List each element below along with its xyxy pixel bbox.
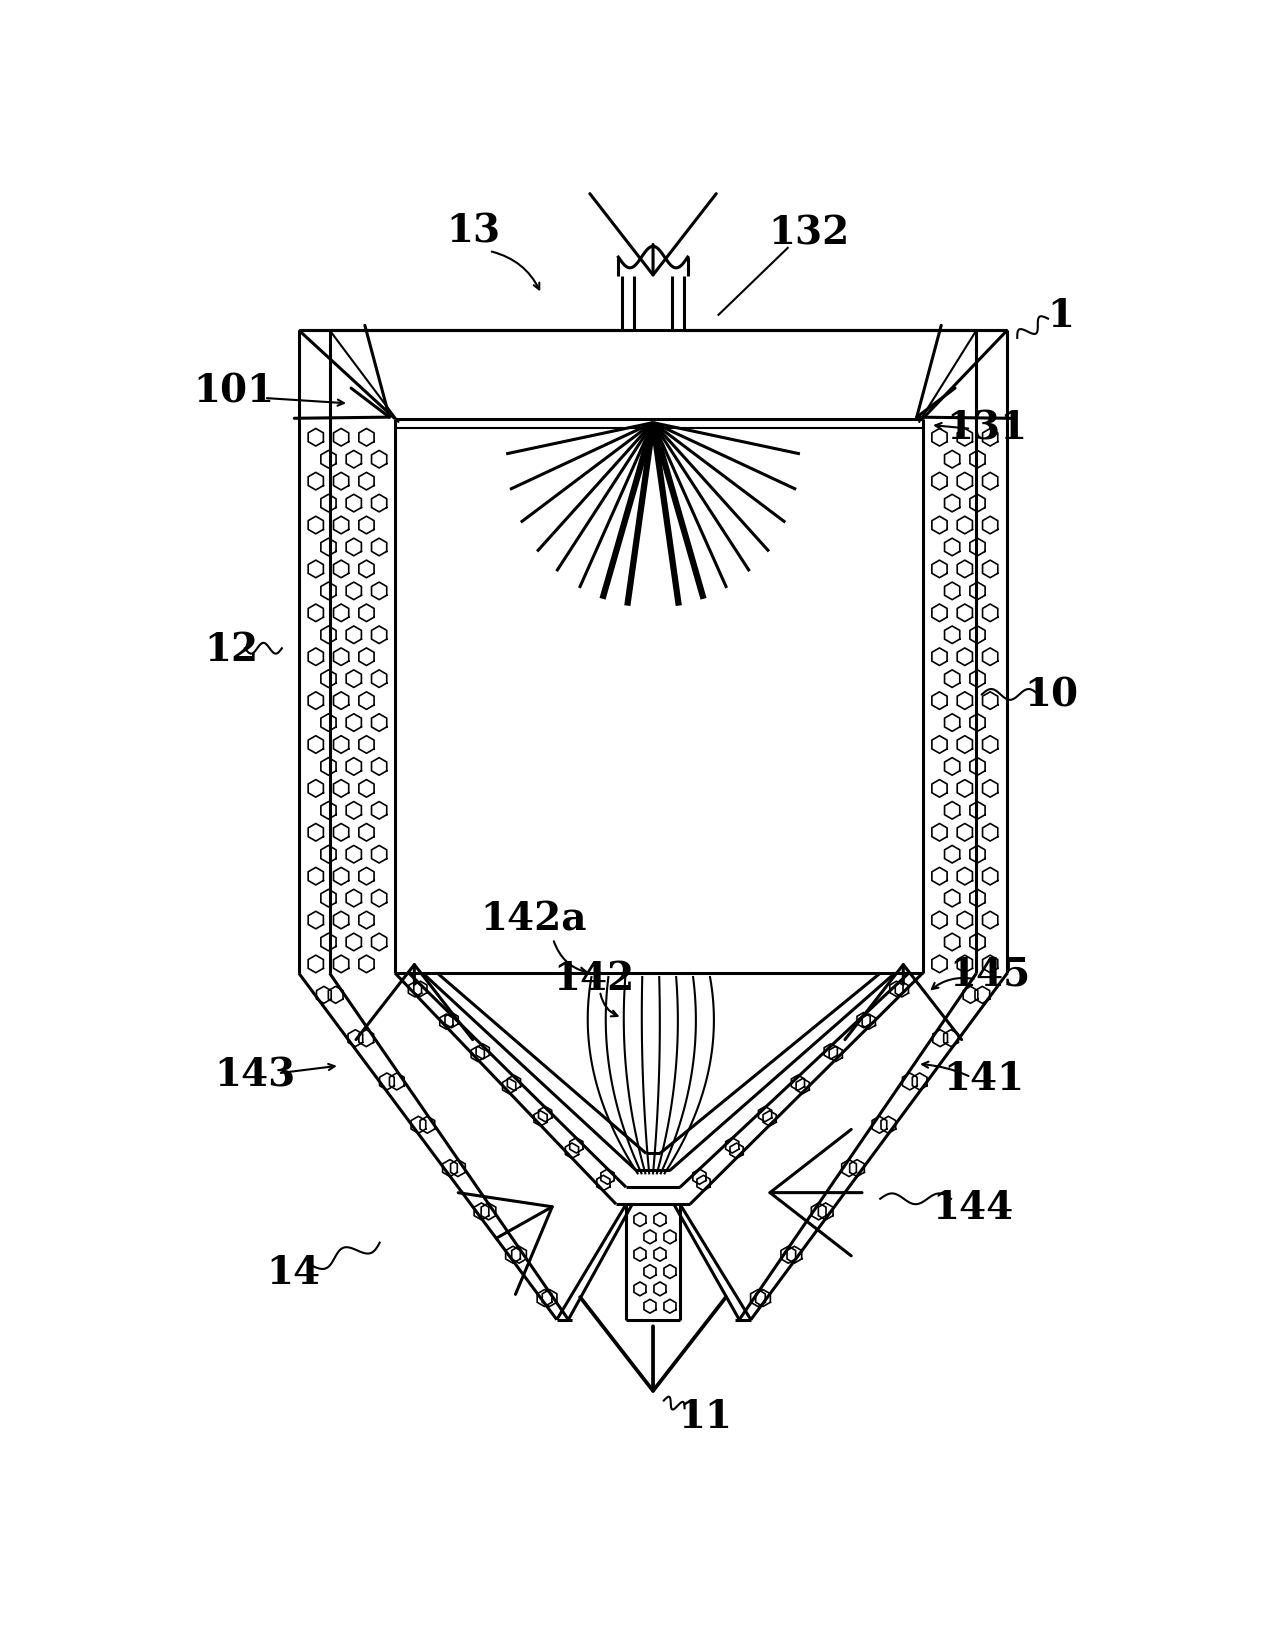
Text: 10: 10 <box>1024 678 1079 715</box>
Text: 1: 1 <box>1048 298 1075 336</box>
Text: 143: 143 <box>215 1057 296 1095</box>
Text: 11: 11 <box>678 1398 732 1437</box>
Text: 144: 144 <box>932 1189 1013 1227</box>
Text: 145: 145 <box>949 956 1030 994</box>
Text: 142: 142 <box>553 961 634 999</box>
Text: 101: 101 <box>193 373 274 411</box>
Text: 13: 13 <box>447 213 501 251</box>
Text: 142a: 142a <box>480 901 587 938</box>
Text: 12: 12 <box>205 630 259 670</box>
Text: 14: 14 <box>266 1254 320 1292</box>
Text: 131: 131 <box>946 411 1027 448</box>
Text: 132: 132 <box>768 215 849 252</box>
Text: 141: 141 <box>943 1060 1024 1098</box>
